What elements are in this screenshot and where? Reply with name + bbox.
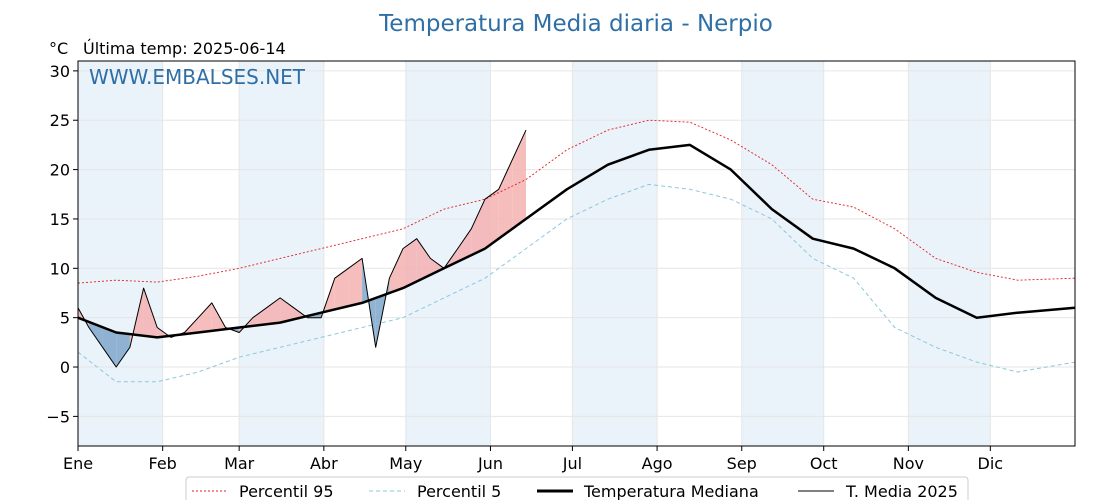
y-tick-label: −5 bbox=[46, 407, 70, 426]
legend-median-label: Temperatura Mediana bbox=[583, 482, 759, 500]
anomaly-fill bbox=[498, 159, 513, 239]
month-band-ene bbox=[78, 61, 163, 446]
x-tick-label: Jun bbox=[477, 454, 503, 473]
x-tick-label: Dic bbox=[978, 454, 1004, 473]
y-tick-label: 5 bbox=[60, 309, 70, 328]
x-tick-label: Ene bbox=[63, 454, 93, 473]
x-tick-label: Oct bbox=[810, 454, 838, 473]
x-tick-label: Abr bbox=[310, 454, 338, 473]
anomaly-fill bbox=[403, 238, 417, 289]
x-tick-label: Ago bbox=[642, 454, 673, 473]
last-temp-label: Última temp: 2025-06-14 bbox=[83, 39, 286, 58]
x-tick-label: Sep bbox=[727, 454, 757, 473]
anomaly-fill bbox=[198, 302, 212, 333]
anomaly-fill bbox=[430, 258, 444, 275]
anomaly-fill bbox=[485, 189, 499, 249]
anomaly-fill bbox=[416, 238, 431, 282]
anomaly-fill bbox=[389, 248, 403, 293]
x-tick-label: Nov bbox=[893, 454, 924, 473]
anomaly-fill bbox=[334, 268, 349, 310]
y-tick-label: 25 bbox=[50, 111, 70, 130]
series-line-p5 bbox=[77, 183, 1076, 383]
anomaly-fill bbox=[88, 321, 103, 348]
y-tick-label: 20 bbox=[50, 161, 70, 180]
month-band-mar bbox=[239, 61, 324, 446]
x-tick-label: Feb bbox=[149, 454, 177, 473]
month-band-jul bbox=[572, 61, 658, 446]
legend: Percentil 95 Percentil 5 Temperatura Med… bbox=[185, 476, 969, 500]
anomaly-fill bbox=[252, 307, 267, 326]
x-tick-label: Jul bbox=[562, 454, 582, 473]
anomaly-fill bbox=[143, 288, 158, 338]
month-band-nov bbox=[908, 61, 991, 446]
plot-frame bbox=[77, 60, 1076, 447]
y-axis: −5 0 5 10 15 20 25 30 bbox=[46, 62, 78, 426]
x-tick-label: Mar bbox=[224, 454, 255, 473]
legend-p5-label: Percentil 5 bbox=[417, 482, 501, 500]
chart-title: Temperatura Media diaria - Nerpio bbox=[378, 11, 773, 37]
series-lines bbox=[77, 119, 1076, 383]
y-tick-label: 10 bbox=[50, 259, 70, 278]
y-tick-label: 30 bbox=[50, 62, 70, 81]
anomaly-fill bbox=[102, 327, 117, 367]
watermark: WWW.EMBALSES.NET bbox=[89, 65, 306, 89]
series-line-current bbox=[77, 129, 527, 368]
anomaly-fill bbox=[471, 199, 485, 256]
series-line-median bbox=[77, 143, 1076, 339]
anomaly-fill bbox=[266, 297, 281, 325]
y-unit-label: °C bbox=[49, 39, 68, 58]
anomaly-fill bbox=[512, 130, 526, 229]
month-band-sep bbox=[741, 61, 824, 446]
anomaly-fill bbox=[280, 297, 294, 323]
anomaly-fill bbox=[348, 258, 363, 307]
x-tick-label: May bbox=[389, 454, 422, 473]
series-line-p95 bbox=[77, 119, 1076, 284]
legend-current-label: T. Media 2025 bbox=[845, 482, 958, 500]
y-tick-label: 0 bbox=[60, 358, 70, 377]
anomaly-fill bbox=[116, 332, 130, 367]
month-bands bbox=[78, 61, 991, 446]
anomaly-fills bbox=[78, 130, 526, 367]
anomaly-fill bbox=[457, 228, 472, 262]
x-axis: Ene Feb Mar Abr May Jun Jul Ago Sep Oct Nov Dic bbox=[63, 446, 1003, 473]
legend-box bbox=[185, 476, 969, 500]
legend-p95-label: Percentil 95 bbox=[239, 482, 334, 500]
y-tick-label: 15 bbox=[50, 210, 70, 229]
